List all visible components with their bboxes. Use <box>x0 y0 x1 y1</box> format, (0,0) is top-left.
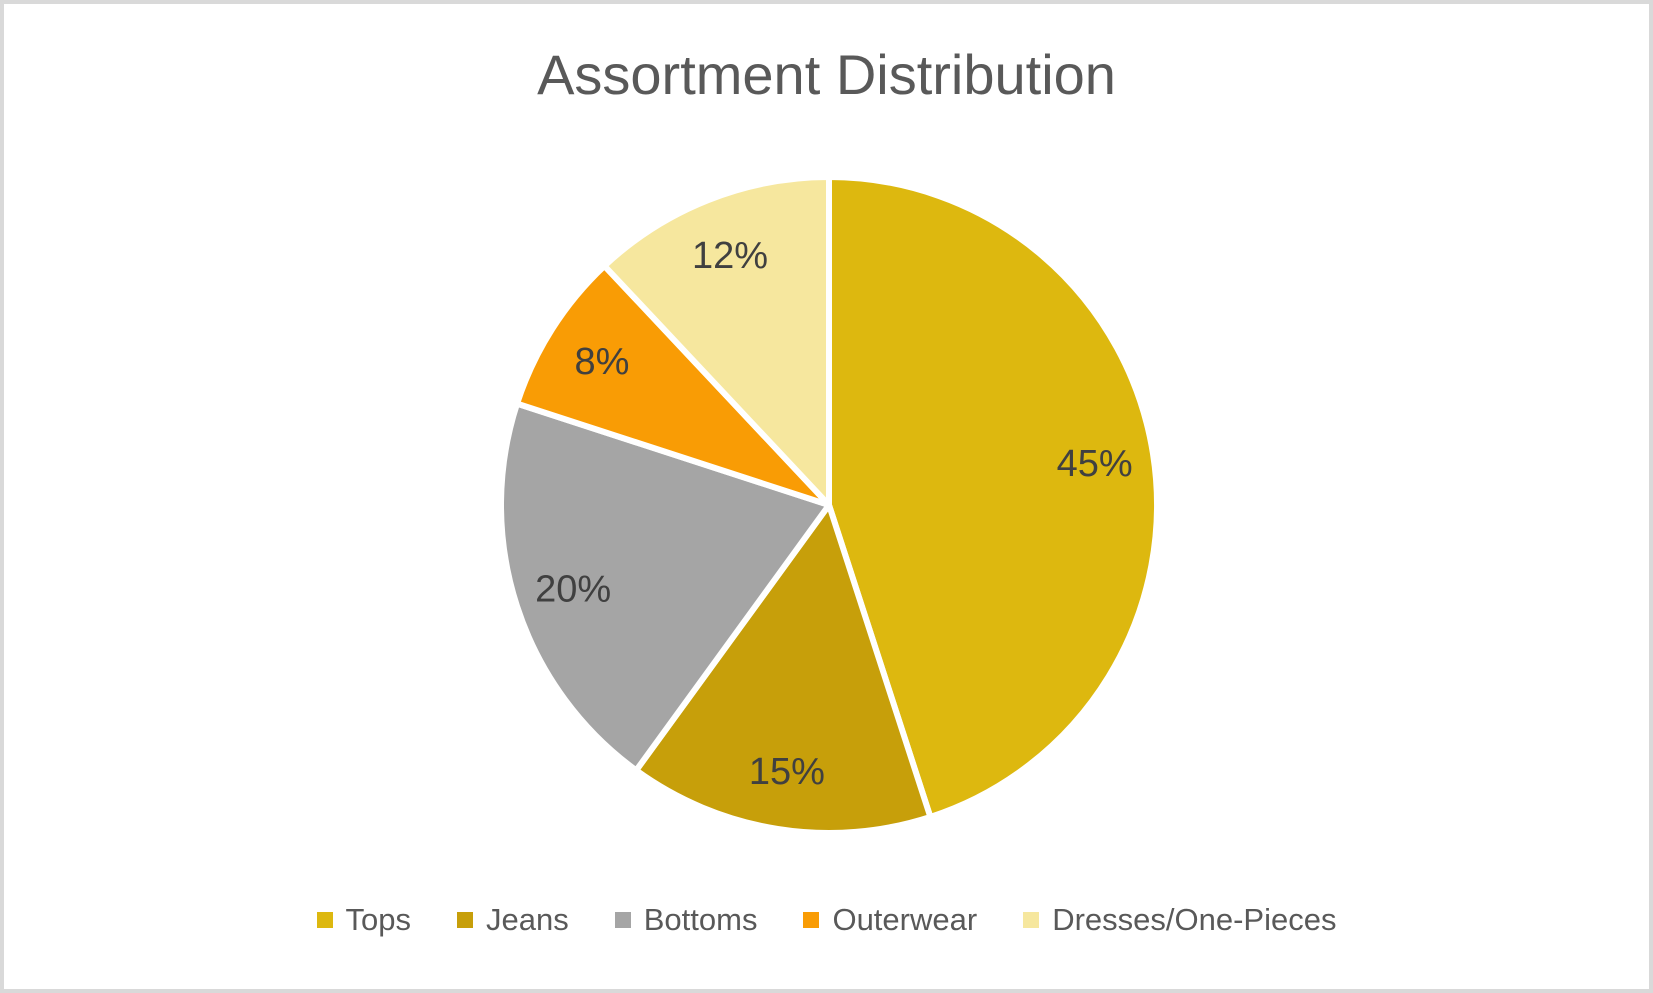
pie-slice-dresses-one-pieces <box>601 174 832 508</box>
legend-item-outerwear: Outerwear <box>803 902 977 938</box>
pie-slice-bottoms <box>497 400 832 774</box>
legend-item-dresses-one-pieces: Dresses/One-Pieces <box>1023 902 1336 938</box>
legend-label-outerwear: Outerwear <box>832 902 978 937</box>
legend-swatch-dresses-one-pieces <box>1023 912 1040 928</box>
pie-slice-tops <box>826 174 1160 820</box>
pie-slice-outerwear <box>514 262 832 508</box>
pie-chart: 45% 15% 20% 8% 12% <box>497 174 1160 837</box>
legend: Tops Jeans Bottoms Outerwear Dresses/One-Pie… <box>4 902 1649 938</box>
legend-swatch-outerwear <box>803 912 820 928</box>
legend-label-bottoms: Bottoms <box>643 902 758 937</box>
data-label-tops: 45% <box>1057 443 1133 485</box>
legend-label-jeans: Jeans <box>486 902 569 937</box>
legend-swatch-jeans <box>457 912 473 928</box>
legend-item-bottoms: Bottoms <box>614 902 758 938</box>
legend-label-dresses-one-pieces: Dresses/One-Pieces <box>1052 902 1337 937</box>
data-label-dresses-one-pieces: 12% <box>692 235 768 277</box>
data-label-jeans: 15% <box>749 751 825 793</box>
legend-item-tops: Tops <box>316 902 411 938</box>
legend-item-jeans: Jeans <box>457 902 569 938</box>
pie-slice-jeans <box>633 502 934 837</box>
data-label-outerwear: 8% <box>574 341 629 383</box>
legend-swatch-bottoms <box>614 912 631 928</box>
legend-swatch-tops <box>316 912 333 928</box>
chart-title: Assortment Distribution <box>537 43 1116 106</box>
data-label-bottoms: 20% <box>535 568 611 610</box>
legend-label-tops: Tops <box>345 902 411 937</box>
